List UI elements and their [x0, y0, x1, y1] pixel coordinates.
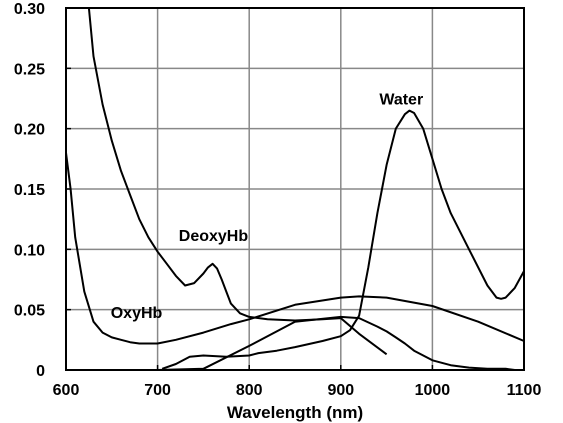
x-tick-label: 900 [327, 382, 354, 399]
y-tick-label: 0 [36, 363, 45, 380]
y-tick-label: 0.30 [14, 1, 45, 18]
x-axis-title: Wavelength (nm) [227, 403, 363, 422]
series-line-4 [157, 315, 515, 371]
y-tick-label: 0.20 [14, 122, 45, 139]
x-tick-label: 700 [144, 382, 171, 399]
x-tick-label: 600 [53, 382, 80, 399]
x-tick-label: 1000 [415, 382, 451, 399]
series-label-oxyhb: OxyHb [111, 305, 163, 322]
series-line-water [161, 109, 525, 370]
series-label-water: Water [379, 92, 423, 109]
series-lines [65, 7, 525, 371]
series-line-deoxyhb [87, 7, 388, 356]
x-tick-label: 1100 [507, 382, 542, 399]
series-line-oxyhb [65, 152, 525, 345]
x-tick-label: 800 [236, 382, 263, 399]
y-tick-label: 0.10 [14, 242, 45, 259]
y-tick-label: 0.15 [14, 182, 45, 199]
grid-lines [66, 8, 524, 370]
series-label-deoxyhb: DeoxyHb [179, 228, 249, 245]
series-labels: DeoxyHb OxyHb Water [111, 92, 423, 323]
y-tick-label: 0.05 [14, 303, 45, 320]
y-tick-label: 0.25 [14, 61, 45, 78]
axis-ticks: 600 700 800 900 1000 1100 0 0.05 0.10 0.15 0.20 0.2… [14, 1, 542, 399]
